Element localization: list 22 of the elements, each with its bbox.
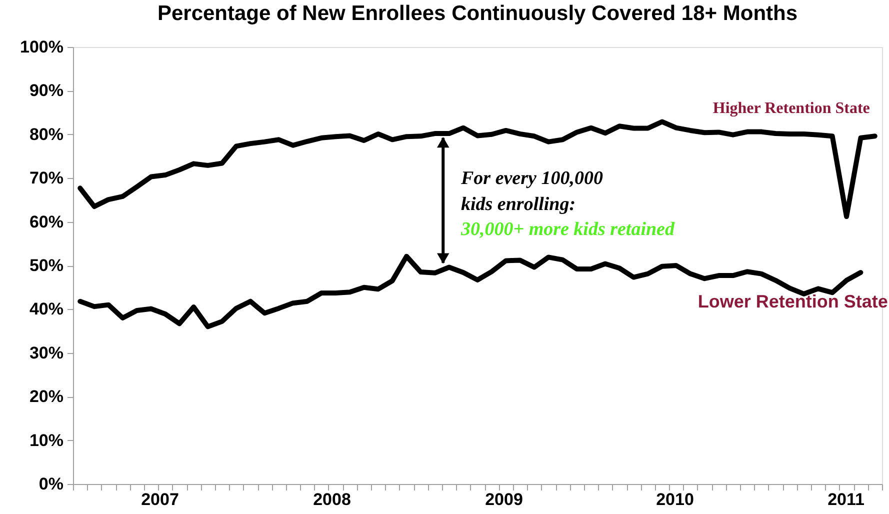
text: 2007 xyxy=(141,490,179,509)
y-tick-label: 90% xyxy=(29,81,64,100)
annotation: For every 100,000 xyxy=(460,168,604,189)
series-label: Higher Retention State xyxy=(712,100,870,118)
text: 2009 xyxy=(485,490,523,509)
y-tick-label: 0% xyxy=(38,474,64,494)
y-tick-label: 40% xyxy=(29,300,64,319)
chart-title: Percentage of New Enrollees Continuously Covered 18+ Months xyxy=(157,2,798,25)
y-tick-label: 20% xyxy=(29,387,64,406)
y-tick-label: 10% xyxy=(29,430,64,450)
y-tick-label: 100% xyxy=(20,38,64,56)
text: 2010 xyxy=(656,490,694,509)
series-label: Lower Retention State xyxy=(698,291,888,312)
annotation: kids enrolling: xyxy=(461,194,576,215)
text: 2011 xyxy=(828,490,864,509)
y-tick-label: 70% xyxy=(29,168,64,188)
text: 2008 xyxy=(313,490,351,509)
annotation: 30,000+ more kids retained xyxy=(460,219,675,240)
y-tick-label: 50% xyxy=(29,256,64,275)
y-tick-label: 60% xyxy=(29,212,64,232)
y-tick-label: 80% xyxy=(29,124,64,144)
y-tick-label: 30% xyxy=(29,343,64,362)
